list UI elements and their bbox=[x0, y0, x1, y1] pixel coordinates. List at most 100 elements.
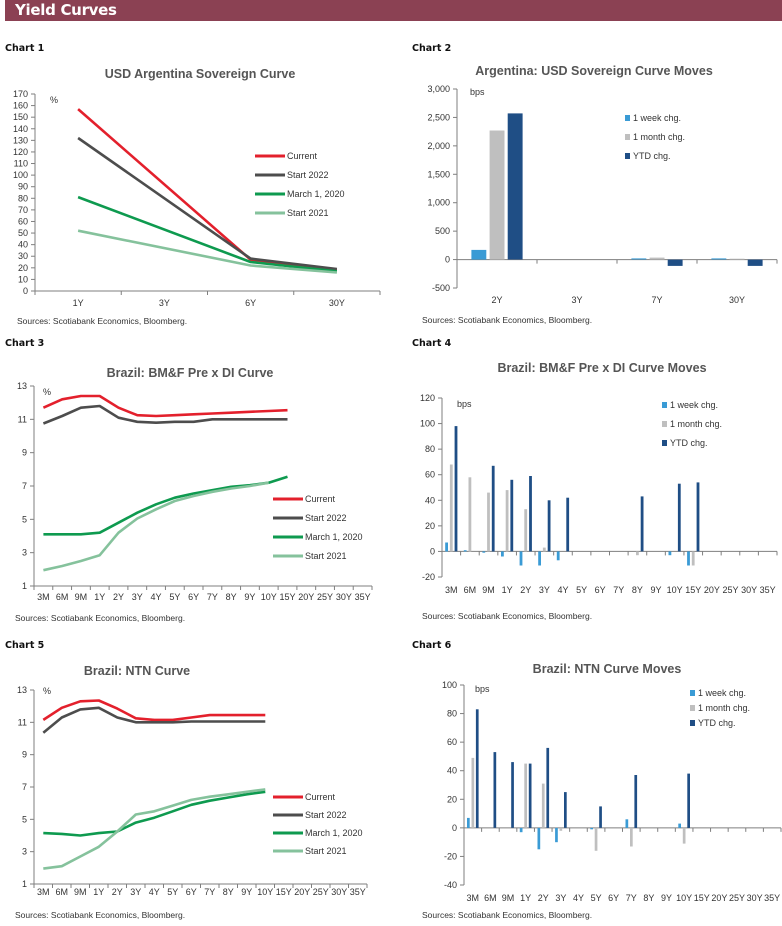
bar-1-week-chg-15y bbox=[687, 551, 690, 566]
bar-1-week-chg-2y bbox=[471, 249, 487, 260]
y-tick-label: 500 bbox=[435, 226, 450, 236]
unit-label: bps bbox=[470, 87, 485, 97]
bar-ytd-chg-7y bbox=[667, 259, 683, 266]
legend-label-start-2022: Start 2022 bbox=[305, 513, 347, 523]
series-line-start-2021 bbox=[43, 788, 266, 870]
x-tick-label: 30Y bbox=[329, 298, 345, 308]
legend-label-start-2021: Start 2021 bbox=[305, 551, 347, 561]
bar-ytd-chg-6m bbox=[493, 752, 497, 828]
y-tick-label: 150 bbox=[13, 112, 28, 122]
bar-ytd-chg-30y bbox=[747, 259, 763, 266]
y-tick-label: 110 bbox=[14, 159, 28, 169]
bar-1-month-chg-3y bbox=[559, 827, 563, 831]
x-tick-label: 30Y bbox=[741, 585, 757, 595]
x-tick-label: 35Y bbox=[764, 893, 780, 903]
legend-label-current: Current bbox=[305, 792, 336, 802]
legend-label-ytd-chg: YTD chg. bbox=[633, 151, 671, 161]
x-tick-label: 7Y bbox=[651, 295, 662, 305]
x-tick-label: 3M bbox=[445, 585, 458, 595]
chart-2-argentina-moves: Argentina: USD Sovereign Curve Moves -500… bbox=[412, 58, 782, 330]
y-tick-label: 50 bbox=[18, 228, 28, 238]
x-tick-label: 20Y bbox=[298, 592, 314, 602]
bar-1-week-chg-3y bbox=[538, 551, 541, 566]
x-tick-label: 10Y bbox=[676, 893, 692, 903]
chart-title: Brazil: BM&F Pre x DI Curve Moves bbox=[497, 361, 706, 375]
x-tick-label: 3Y bbox=[571, 295, 582, 305]
x-tick-label: 25Y bbox=[729, 893, 745, 903]
y-tick-label: 80 bbox=[18, 193, 28, 203]
bar-1-month-chg-7y bbox=[630, 827, 633, 847]
bar-ytd-chg-10y bbox=[677, 483, 681, 552]
x-tick-label: 25Y bbox=[313, 887, 329, 897]
y-tick-label: -20 bbox=[444, 851, 457, 861]
y-tick-label: 20 bbox=[425, 521, 435, 531]
y-tick-label: 80 bbox=[447, 709, 457, 719]
x-tick-label: 15Y bbox=[694, 893, 710, 903]
x-tick-label: 5Y bbox=[576, 585, 587, 595]
series-line-current bbox=[42, 394, 288, 418]
bar-ytd-chg-3y bbox=[547, 500, 551, 552]
x-tick-label: 9Y bbox=[244, 592, 255, 602]
bar-1-month-chg-15y bbox=[691, 551, 695, 566]
chart-2-svg: Argentina: USD Sovereign Curve Moves -500… bbox=[422, 64, 778, 325]
y-tick-label: 60 bbox=[447, 737, 457, 747]
x-tick-label: 3M bbox=[37, 887, 50, 897]
x-tick-label: 20Y bbox=[711, 893, 727, 903]
bar-1-week-chg-3y bbox=[555, 827, 558, 843]
x-tick-label: 15Y bbox=[279, 592, 295, 602]
bar-1-week-chg-7y bbox=[631, 258, 647, 260]
y-tick-label: 140 bbox=[13, 124, 28, 134]
bar-1-month-chg-5y bbox=[594, 827, 598, 851]
x-tick-label: 6M bbox=[55, 887, 68, 897]
x-tick-label: 35Y bbox=[355, 592, 371, 602]
legend-swatch-ytd-chg bbox=[662, 440, 667, 446]
y-tick-label: 3 bbox=[22, 548, 27, 558]
chart-title: Brazil: NTN Curve bbox=[84, 664, 190, 678]
y-tick-label: 5 bbox=[22, 814, 27, 824]
x-tick-label: 25Y bbox=[722, 585, 738, 595]
chart-6-label: Chart 6 bbox=[412, 640, 452, 651]
x-tick-label: 7Y bbox=[613, 585, 624, 595]
bar-1-week-chg-6m bbox=[463, 550, 467, 552]
legend-label-1-month-chg: 1 month chg. bbox=[633, 132, 685, 142]
x-tick-label: 6Y bbox=[595, 585, 606, 595]
x-tick-label: 15Y bbox=[685, 585, 701, 595]
x-tick-label: 9M bbox=[502, 893, 515, 903]
bar-1-month-chg-1y bbox=[505, 490, 509, 552]
legend-label-1-week-chg: 1 week chg. bbox=[633, 113, 681, 123]
bar-1-month-chg-30y bbox=[729, 258, 745, 260]
y-tick-label: 0 bbox=[445, 255, 450, 265]
legend-label-ytd-chg: YTD chg. bbox=[698, 718, 736, 728]
y-tick-label: -20 bbox=[422, 572, 435, 582]
x-tick-label: 6Y bbox=[188, 592, 199, 602]
y-tick-label: 0 bbox=[452, 823, 457, 833]
legend-swatch-ytd-chg bbox=[690, 720, 695, 726]
bar-1-month-chg-3m bbox=[449, 464, 453, 552]
y-tick-label: 100 bbox=[420, 419, 435, 429]
x-tick-label: 8Y bbox=[643, 893, 654, 903]
bar-1-month-chg-2y bbox=[524, 509, 528, 552]
chart-1-argentina-curve: USD Argentina Sovereign Curve 0 10 20 30 40 50… bbox=[5, 58, 390, 330]
bar-1-month-chg-8y bbox=[636, 551, 639, 556]
legend-label-ytd-chg: YTD chg. bbox=[670, 438, 708, 448]
chart-4-label: Chart 4 bbox=[412, 338, 452, 349]
chart-5-label: Chart 5 bbox=[5, 640, 45, 651]
source-note: Sources: Scotiabank Economics, Bloomberg… bbox=[422, 315, 592, 325]
legend-swatch-1-week-chg bbox=[690, 690, 695, 696]
x-tick-label: 3Y bbox=[555, 893, 566, 903]
series-line-start-2021 bbox=[77, 229, 338, 274]
series-line-start-2022 bbox=[42, 404, 288, 425]
x-tick-label: 2Y bbox=[538, 893, 549, 903]
y-tick-label: 120 bbox=[13, 147, 28, 157]
section-header: Yield Curves bbox=[5, 0, 782, 21]
y-tick-label: 20 bbox=[447, 794, 457, 804]
x-tick-label: 9M bbox=[74, 887, 87, 897]
bar-ytd-chg-2y bbox=[507, 113, 523, 260]
x-tick-label: 3Y bbox=[130, 887, 141, 897]
y-tick-label: 3 bbox=[22, 847, 27, 857]
x-tick-label: 1Y bbox=[94, 592, 105, 602]
y-tick-label: 100 bbox=[13, 170, 28, 180]
y-tick-label: 13 bbox=[17, 685, 27, 695]
chart-3-label: Chart 3 bbox=[5, 338, 45, 349]
